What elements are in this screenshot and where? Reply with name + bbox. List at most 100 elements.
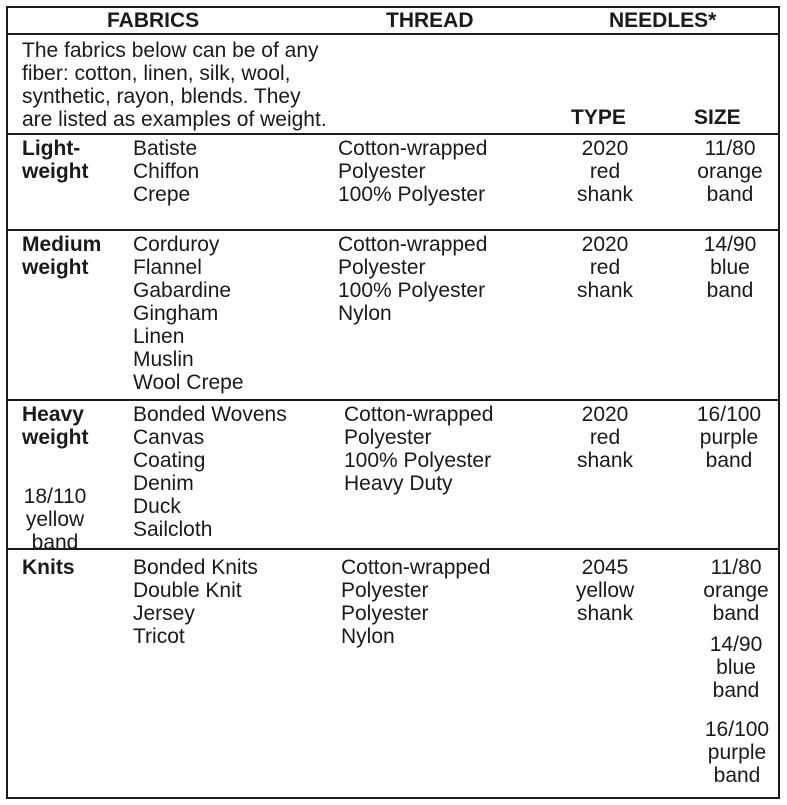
needle-size-line: 14/90 <box>709 633 763 656</box>
fabric-list-line: Gingham <box>133 302 219 325</box>
thread-list: Cotton-wrapped Polyester 100% Polyester Hea… <box>344 403 493 495</box>
needle-type: 2020 red shank <box>550 233 660 302</box>
needle-size-line: 16/100 <box>696 403 762 426</box>
needle-size-line: band <box>712 602 760 625</box>
thread-list-line: 100% Polyester <box>344 449 492 472</box>
category-label-line: weight <box>22 160 89 183</box>
needle-size: 16/100 purple band <box>674 403 784 472</box>
needle-type-line: shank <box>576 183 634 206</box>
needle-type-line: red <box>589 256 621 279</box>
fabric-list-line: Bonded Knits <box>133 556 258 579</box>
fabric-list-line: Crepe <box>133 183 191 206</box>
thread-list-line: Polyester <box>341 602 429 625</box>
needle-size: 14/90 blue band <box>681 633 787 702</box>
fabric-list-line: Wool Crepe <box>133 371 244 394</box>
category-label-line: weight <box>22 256 89 279</box>
needle-type: 2020 red shank <box>550 137 660 206</box>
thread-list-line: Cotton-wrapped <box>338 137 488 160</box>
fabric-list: Corduroy Flannel Gabardine Gingham Linen Musl… <box>133 233 244 394</box>
needle-size-line: band <box>706 183 754 206</box>
fabric-list-line: Canvas <box>133 426 205 449</box>
fabric-list-line: Linen <box>133 325 185 348</box>
thread-list-line: Heavy Duty <box>344 472 453 495</box>
thread-list-line: 100% Polyester <box>338 279 486 302</box>
thread-list-line: Cotton-wrapped <box>341 556 491 579</box>
divider <box>6 33 780 35</box>
fabric-list-line: Sailcloth <box>133 518 213 541</box>
divider <box>6 548 780 550</box>
needle-type-line: 2020 <box>581 233 629 256</box>
needle-size: 11/80 orange band <box>675 137 785 206</box>
fabric-list-line: Coating <box>133 449 206 472</box>
needle-size-line: band <box>713 764 761 787</box>
divider <box>6 133 780 135</box>
category-label-line: Medium <box>22 233 102 256</box>
divider <box>6 229 780 231</box>
fabric-list: Batiste Chiffon Crepe <box>133 137 199 206</box>
category-label: Light-weight <box>22 137 89 183</box>
category-label: Medium weight <box>22 233 101 279</box>
needle-size-line: purple <box>707 741 767 764</box>
intro-line: synthetic, rayon, blends. They <box>22 85 301 108</box>
needle-size: 18/110 yellow band <box>0 485 110 554</box>
divider <box>6 399 780 401</box>
needle-size-line: band <box>706 279 754 302</box>
category-label: Knits <box>22 556 75 579</box>
thread-list: Cotton-wrapped Polyester Polyester Nylon <box>341 556 490 648</box>
needle-size-line: band <box>31 531 79 554</box>
needle-size-line: 11/80 <box>710 556 762 579</box>
intro-line: The fabrics below can be of any <box>22 39 319 62</box>
thread-list-line: Polyester <box>341 579 429 602</box>
needle-type: 2020 red shank <box>550 403 660 472</box>
fabric-list-line: Gabardine <box>133 279 232 302</box>
needle-type-line: yellow <box>575 579 635 602</box>
needle-type-line: 2045 <box>581 556 629 579</box>
needle-size-line: band <box>705 449 753 472</box>
needle-size-line: blue <box>716 656 756 679</box>
thread-list-line: Nylon <box>338 302 392 325</box>
fabric-list-line: Flannel <box>133 256 202 279</box>
needle-type-line: shank <box>576 602 634 625</box>
fabric-list-line: Jersey <box>133 602 195 625</box>
category-label-line: weight <box>22 426 89 449</box>
needle-type-line: 2020 <box>581 137 629 160</box>
thread-list-line: Cotton-wrapped <box>344 403 494 426</box>
needle-size-line: orange <box>697 160 763 183</box>
fabric-list-line: Corduroy <box>133 233 220 256</box>
subheader-size: SIZE <box>694 106 741 129</box>
category-label-line: Light- <box>22 137 81 160</box>
needle-size-line: band <box>712 679 760 702</box>
fabric-list-line: Tricot <box>133 625 185 648</box>
needle-type: 2045 yellow shank <box>550 556 660 625</box>
needle-size: 14/90 blue band <box>675 233 785 302</box>
needle-type-line: red <box>589 426 621 449</box>
category-label-line: Heavy <box>22 403 84 426</box>
intro-text: The fabrics below can be of any fiber: c… <box>22 39 327 131</box>
thread-list-line: Polyester <box>338 256 426 279</box>
thread-list: Cotton-wrapped Polyester 100% Polyester Nyl… <box>338 233 487 325</box>
fabric-list-line: Denim <box>133 472 194 495</box>
thread-list-line: Polyester <box>338 160 426 183</box>
intro-line: are listed as examples of weight. <box>22 108 327 131</box>
subheader-type: TYPE <box>571 106 626 129</box>
thread-list-line: 100% Polyester <box>338 183 486 206</box>
needle-type-line: shank <box>576 279 634 302</box>
needle-size-line: purple <box>699 426 759 449</box>
fabric-list-line: Double Knit <box>133 579 242 602</box>
header-fabrics: FABRICS <box>107 9 200 32</box>
fabric-list-line: Chiffon <box>133 160 200 183</box>
needle-size: 11/80 orange band <box>681 556 787 625</box>
needle-size-line: 16/100 <box>704 718 770 741</box>
fabric-thread-needle-table <box>6 6 780 799</box>
fabric-list: Bonded Knits Double Knit Jersey Tricot <box>133 556 258 648</box>
fabric-list: Bonded Wovens Canvas Coating Denim Duck Sailc… <box>133 403 287 541</box>
thread-list-line: Polyester <box>344 426 432 449</box>
needle-size-line: 18/110 <box>23 485 87 508</box>
needle-type-line: 2020 <box>581 403 629 426</box>
needle-size-line: yellow <box>25 508 85 531</box>
thread-list-line: Nylon <box>341 625 395 648</box>
intro-line: fiber: cotton, linen, silk, wool, <box>22 62 291 85</box>
fabric-list-line: Duck <box>133 495 181 518</box>
needle-size-line: blue <box>710 256 750 279</box>
needle-size-line: 14/90 <box>703 233 757 256</box>
